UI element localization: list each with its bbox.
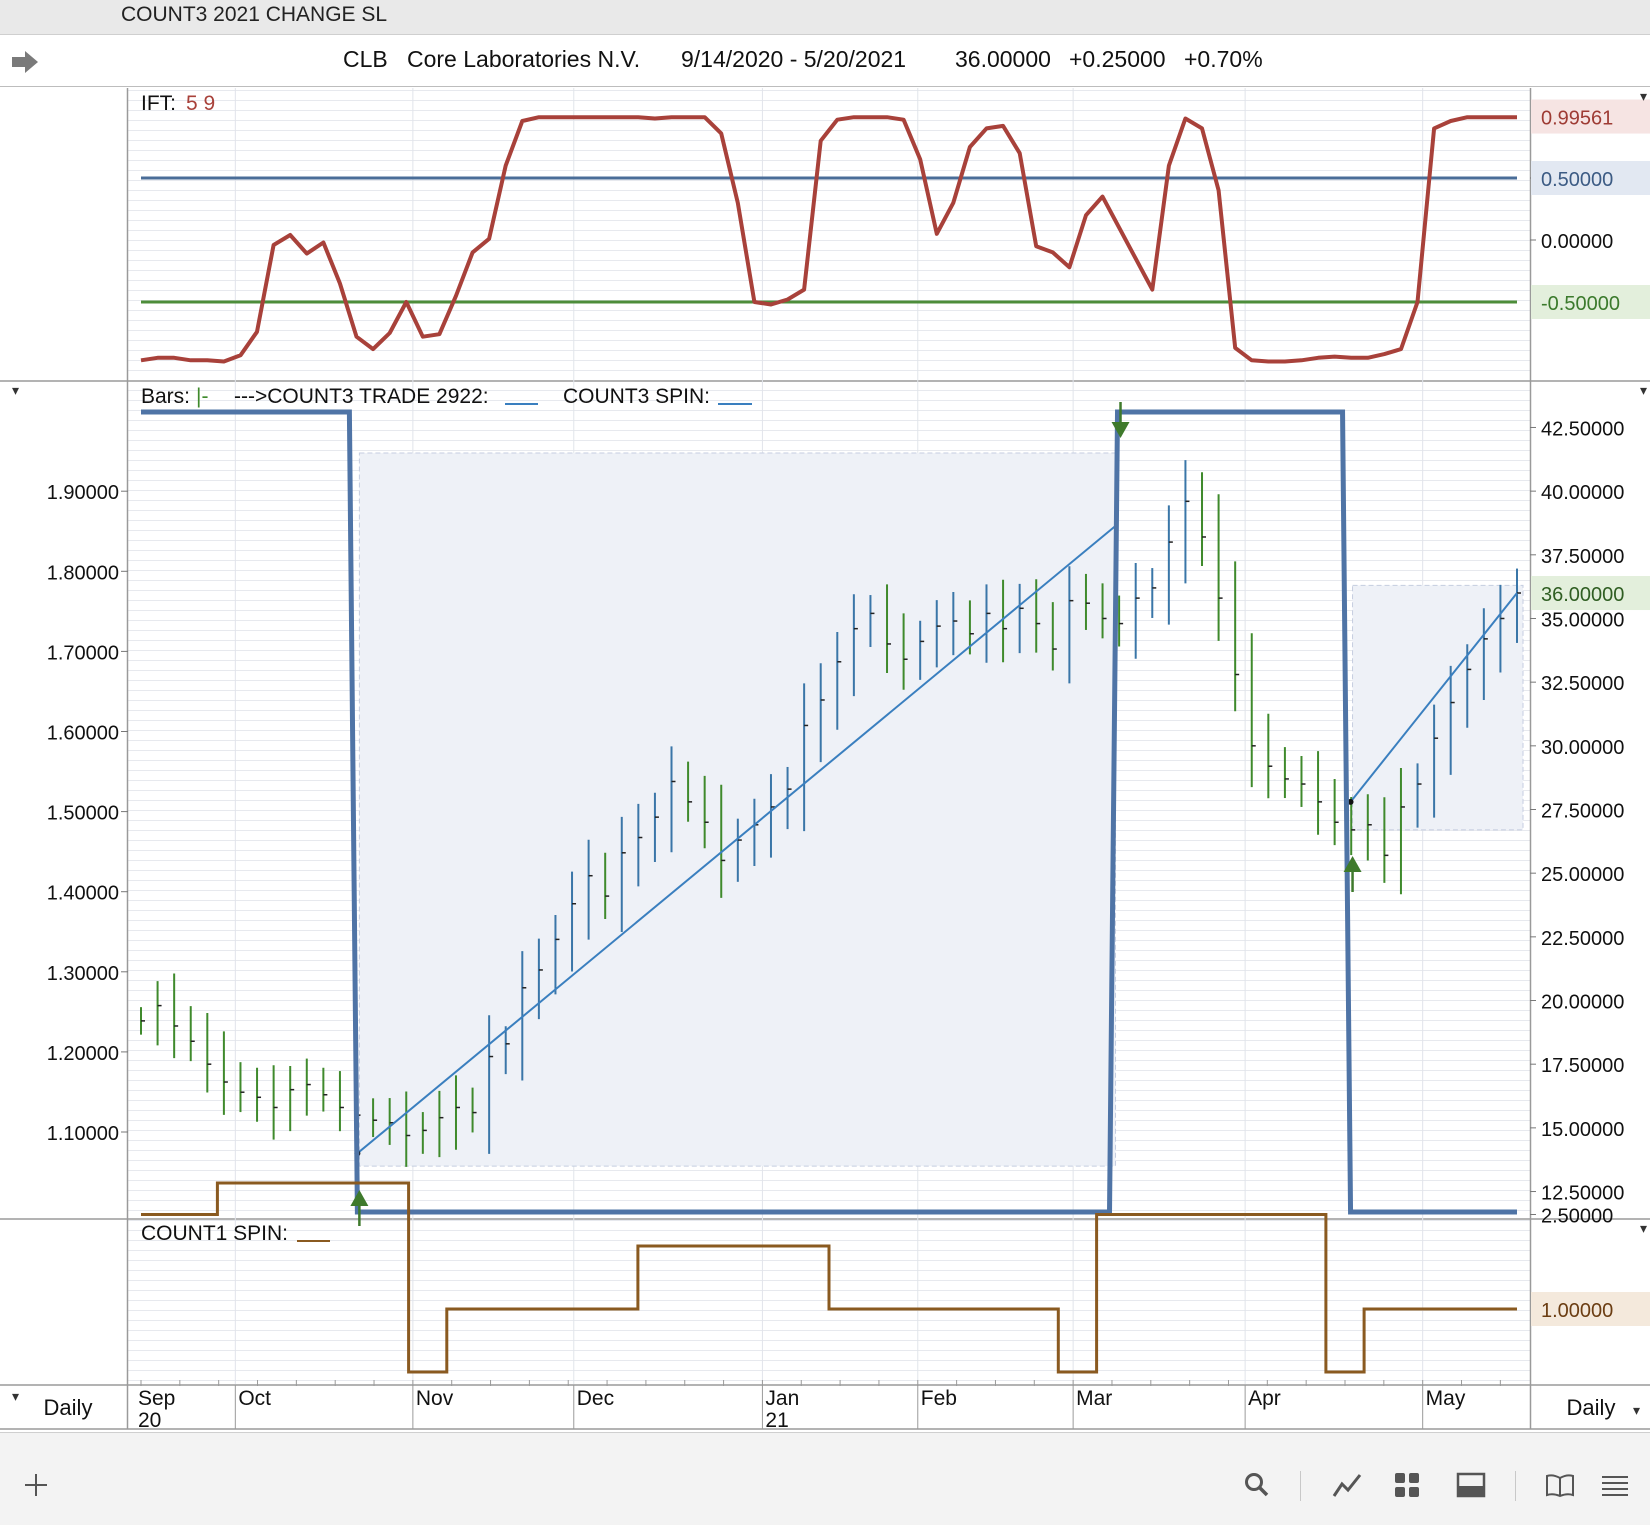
book-icon[interactable] bbox=[1544, 1471, 1576, 1499]
date-range: 9/14/2020 - 5/20/2021 bbox=[681, 46, 907, 72]
ift-plot-area bbox=[128, 88, 1530, 380]
ift-tick-label: 0.00000 bbox=[1541, 231, 1613, 253]
price-right-tick-label: 17.50000 bbox=[1541, 1055, 1624, 1077]
last-price: 36.00000 bbox=[955, 46, 1051, 72]
buy-signal-arrow-icon bbox=[350, 1190, 369, 1226]
price-left-tick-label: 1.10000 bbox=[47, 1123, 119, 1145]
price-left-tick-label: 1.90000 bbox=[47, 482, 119, 504]
window-titlebar: COUNT3 2021 CHANGE SL bbox=[0, 0, 1650, 35]
count1-tick-label: 2.50000 bbox=[1541, 1206, 1613, 1228]
sell-signal-arrow-icon bbox=[1111, 402, 1130, 438]
period-right-menu-icon[interactable]: ▾ bbox=[1633, 1402, 1640, 1418]
ift-value-badge-text: 0.99561 bbox=[1541, 108, 1613, 130]
price-left-tick-label: 1.40000 bbox=[47, 883, 119, 905]
plus-icon[interactable] bbox=[22, 1471, 50, 1499]
count1-value-badge bbox=[1531, 1292, 1650, 1326]
company-name: Core Laboratories N.V. bbox=[407, 46, 641, 72]
toolbar-divider bbox=[1300, 1471, 1301, 1501]
count3-spin-legend: COUNT3 SPIN: bbox=[563, 385, 710, 408]
price-left-tick-label: 1.60000 bbox=[47, 723, 119, 745]
price-right-tick-label: 32.50000 bbox=[1541, 673, 1624, 695]
ift-value-badge bbox=[1531, 99, 1650, 134]
price-change: +0.25000 bbox=[1069, 46, 1166, 72]
window-title: COUNT3 2021 CHANGE SL bbox=[121, 3, 388, 26]
month-label: Apr bbox=[1248, 1387, 1281, 1410]
month-label: Jan bbox=[765, 1387, 799, 1410]
price-left-tick-label: 1.30000 bbox=[47, 963, 119, 985]
price-left-tick-label: 1.70000 bbox=[47, 642, 119, 664]
symbol-info-bar: CLB Core Laboratories N.V. 9/14/2020 - 5… bbox=[0, 36, 1650, 87]
year-label: 21 bbox=[765, 1409, 788, 1432]
arrow-right-icon[interactable] bbox=[10, 49, 40, 75]
month-label: Oct bbox=[238, 1387, 271, 1410]
panel-borders bbox=[0, 88, 1650, 1430]
price-left-tick-label: 1.50000 bbox=[47, 803, 119, 825]
count3-trade-line bbox=[141, 409, 1517, 1215]
price-right-tick-label: 35.00000 bbox=[1541, 609, 1624, 631]
price-right-menu-icon[interactable]: ▾ bbox=[1640, 382, 1647, 398]
price-right-tick-label: 27.50000 bbox=[1541, 801, 1624, 823]
ift-label: IFT: bbox=[141, 92, 176, 115]
search-icon[interactable] bbox=[1243, 1471, 1271, 1499]
count1-label: COUNT1 SPIN: bbox=[141, 1222, 288, 1245]
price-right-tick-label: 20.00000 bbox=[1541, 992, 1624, 1014]
year-label: 20 bbox=[138, 1409, 161, 1432]
period-right[interactable]: Daily bbox=[1567, 1395, 1616, 1420]
toolbar-divider-2 bbox=[1515, 1471, 1516, 1501]
last-price-badge bbox=[1531, 576, 1650, 611]
trend-line bbox=[356, 523, 1119, 1155]
bars-legend-symbol: |- bbox=[196, 385, 208, 408]
ift-series-line bbox=[140, 115, 1517, 364]
panel-icon[interactable] bbox=[1456, 1471, 1486, 1499]
price-right-tick-label: 37.50000 bbox=[1541, 546, 1624, 568]
price-right-tick-label: 25.00000 bbox=[1541, 864, 1624, 886]
count3-trade-legend: --->COUNT3 TRADE 2922: bbox=[234, 385, 489, 408]
price-right-tick-label: 15.00000 bbox=[1541, 1119, 1624, 1141]
price-right-tick-label: 22.50000 bbox=[1541, 928, 1624, 950]
count1-spin-line bbox=[141, 1181, 1517, 1374]
trade-box-2 bbox=[1352, 584, 1524, 831]
trend-line bbox=[1349, 592, 1518, 803]
price-left-tick-label: 1.80000 bbox=[47, 562, 119, 584]
line-chart-icon[interactable] bbox=[1332, 1471, 1364, 1499]
ift-value-badge-text: -0.50000 bbox=[1541, 293, 1620, 315]
price-right-tick-label: 40.00000 bbox=[1541, 482, 1624, 504]
month-label: Nov bbox=[416, 1387, 454, 1410]
symbol[interactable]: CLB bbox=[343, 46, 388, 72]
trend-line-anchor bbox=[1347, 798, 1354, 805]
chart-canvas[interactable]: 0.00000 0.99561 0.50000 -0.50000 IFT: 5 9 ▾… bbox=[0, 0, 1650, 1432]
price-left-menu-icon[interactable]: ▾ bbox=[12, 382, 19, 398]
period-left-menu-icon[interactable]: ▾ bbox=[12, 1388, 19, 1404]
month-label: Sep bbox=[138, 1387, 175, 1410]
ift-panel-menu-icon[interactable]: ▾ bbox=[1640, 88, 1647, 104]
month-label: Mar bbox=[1076, 1387, 1112, 1410]
last-price-badge-text: 36.00000 bbox=[1541, 584, 1624, 606]
buy-signal-arrow-icon bbox=[1343, 856, 1362, 892]
ift-params: 5 9 bbox=[186, 92, 215, 115]
price-right-tick-label: 30.00000 bbox=[1541, 737, 1624, 759]
count1-value-badge-text: 1.00000 bbox=[1541, 1300, 1613, 1322]
bars-legend-label: Bars: bbox=[141, 385, 190, 408]
price-right-tick-label: 12.50000 bbox=[1541, 1183, 1624, 1205]
price-change-pct: +0.70% bbox=[1184, 46, 1263, 72]
month-label: May bbox=[1426, 1387, 1466, 1410]
count1-panel-menu-icon[interactable]: ▾ bbox=[1640, 1220, 1647, 1236]
ift-value-badge bbox=[1531, 161, 1650, 195]
month-label: Feb bbox=[921, 1387, 957, 1410]
bottom-toolbar bbox=[0, 1432, 1650, 1525]
price-right-tick-label: 42.50000 bbox=[1541, 418, 1624, 440]
period-left[interactable]: Daily bbox=[44, 1395, 93, 1420]
month-label: Dec bbox=[577, 1387, 614, 1410]
grid-icon[interactable] bbox=[1393, 1471, 1421, 1499]
ift-value-badge bbox=[1531, 285, 1650, 319]
menu-icon[interactable] bbox=[1600, 1471, 1630, 1499]
ift-value-badge-text: 0.50000 bbox=[1541, 169, 1613, 191]
price-left-tick-label: 1.20000 bbox=[47, 1043, 119, 1065]
